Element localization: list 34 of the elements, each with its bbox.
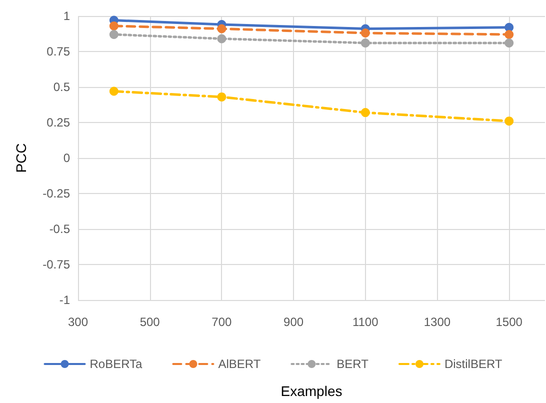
y-tick-label: -0.25 [42, 186, 70, 200]
x-tick-label: 300 [68, 315, 88, 329]
point [360, 28, 370, 38]
y-tick-label: -1 [59, 293, 70, 307]
x-tick-label: 500 [140, 315, 160, 329]
x-axis-title: Examples [280, 383, 342, 399]
point [109, 21, 118, 30]
point [504, 38, 514, 48]
point [360, 38, 370, 48]
y-tick-label: 0.5 [53, 80, 70, 94]
legend-label: DistilBERT [444, 357, 503, 371]
x-tick-label: 1100 [352, 315, 379, 329]
point [217, 92, 226, 102]
x-tick-label: 700 [212, 315, 232, 329]
legend-label: RoBERTa [90, 357, 143, 371]
legend-label: AlBERT [218, 357, 262, 371]
x-tick-label: 1500 [496, 315, 523, 329]
point [360, 108, 370, 118]
x-tick-label: 1300 [424, 315, 451, 329]
y-tick-label: 0.25 [46, 116, 70, 130]
y-tick-label: 0 [63, 151, 70, 165]
point [109, 86, 118, 96]
point [109, 30, 118, 39]
point [217, 24, 226, 34]
legend-label: BERT [336, 357, 370, 371]
y-axis-title: PCC [13, 143, 29, 173]
x-tick-label: 900 [284, 315, 304, 329]
y-tick-label: 0.75 [46, 44, 70, 58]
y-tick-label: -0.75 [42, 258, 70, 272]
point [504, 116, 514, 126]
point [504, 30, 514, 39]
y-tick-label: 1 [63, 9, 70, 23]
y-tick-label: -0.5 [49, 222, 70, 236]
point [217, 34, 226, 44]
